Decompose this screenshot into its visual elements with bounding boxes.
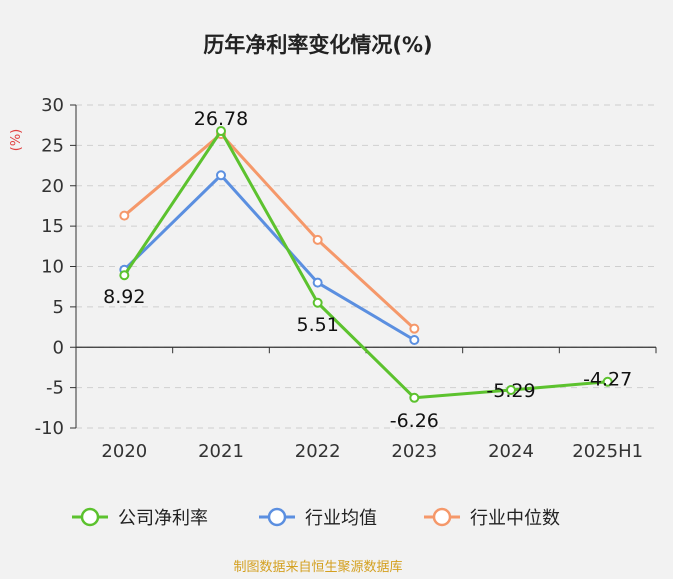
legend-marker	[267, 507, 287, 527]
x-tick-label: 2025H1	[572, 441, 643, 462]
legend-label: 行业均值	[305, 508, 377, 529]
y-tick-label: 5	[53, 297, 64, 318]
y-axis-unit-label: (%)	[9, 129, 24, 152]
data-label: 26.78	[194, 108, 248, 130]
data-point	[506, 384, 516, 395]
legend: 公司净利率 行业均值 行业中位数	[72, 507, 560, 529]
data-label: -5.29	[486, 380, 535, 402]
data-point	[119, 270, 130, 281]
series-lines	[119, 126, 613, 403]
y-tick-label: -10	[35, 418, 64, 439]
series-line	[123, 173, 416, 342]
chart-title: 历年净利率变化情况(%)	[203, 33, 432, 57]
x-tick-label: 2024	[488, 441, 534, 462]
legend-label: 公司净利率	[118, 508, 208, 529]
data-point	[216, 126, 226, 137]
gridlines	[76, 104, 656, 429]
y-tick-label: -5	[46, 378, 64, 399]
data-label: -6.26	[390, 410, 439, 432]
data-point	[409, 334, 420, 345]
data-point	[409, 392, 420, 403]
data-point	[409, 323, 420, 334]
data-point	[312, 234, 323, 245]
legend-label: 行业中位数	[470, 508, 560, 529]
data-label: 5.51	[297, 314, 339, 336]
data-label: 8.92	[103, 286, 145, 308]
series-line	[123, 132, 416, 330]
axes: 30 25 20 15 10 5 0 -5 -10 2020 2021 2022 2023 2024 202…	[35, 95, 657, 462]
legend-marker	[432, 507, 452, 527]
y-tick-label: 30	[41, 95, 64, 116]
x-tick-label: 2023	[391, 441, 437, 462]
data-point	[602, 376, 613, 387]
y-tick-label: 15	[41, 216, 64, 237]
data-point	[312, 277, 323, 288]
x-tick-label: 2022	[295, 441, 341, 462]
y-tick-label: 25	[41, 135, 64, 156]
series-line	[123, 129, 608, 400]
x-tick-label: 2020	[101, 441, 147, 462]
data-point	[312, 297, 323, 308]
data-point	[216, 170, 226, 181]
data-label: -4.27	[583, 369, 632, 391]
x-tick-label: 2021	[198, 441, 244, 462]
y-tick-label: 0	[53, 337, 64, 358]
source-note: 制图数据来自恒生聚源数据库	[233, 559, 402, 575]
y-tick-label: 20	[41, 176, 64, 197]
data-point	[119, 210, 130, 221]
data-labels: 8.92 26.78 5.51 -6.26 -5.29 -4.27	[103, 108, 632, 432]
y-tick-label: 10	[41, 257, 64, 278]
legend-marker	[80, 507, 100, 527]
